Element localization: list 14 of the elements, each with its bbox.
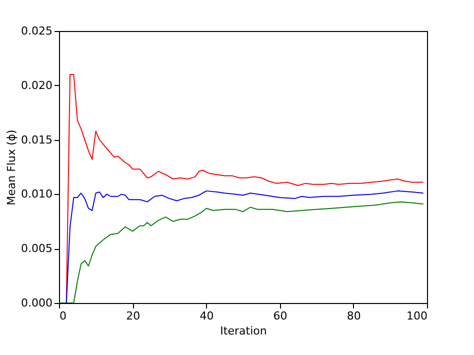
y-tick-label: 0.020 (21, 78, 52, 92)
y-tick-label: 0.025 (21, 24, 52, 38)
x-tick-label: 0 (60, 310, 66, 322)
y-axis-title: Mean Flux (ϕ) (5, 130, 18, 206)
y-tick-label: 0.010 (21, 188, 52, 201)
x-tick-label: 80 (346, 310, 361, 322)
x-axis-title: Iteration (220, 324, 267, 338)
x-tick-label: 20 (126, 310, 140, 322)
x-tick-label: 100 (406, 310, 428, 322)
x-tick-label: 60 (273, 310, 288, 322)
x-tick-label: 40 (200, 310, 214, 322)
y-tick-label: 0.005 (21, 242, 52, 256)
y-tick-label: 0.000 (21, 296, 52, 310)
y-tick-label: 0.015 (21, 133, 52, 146)
